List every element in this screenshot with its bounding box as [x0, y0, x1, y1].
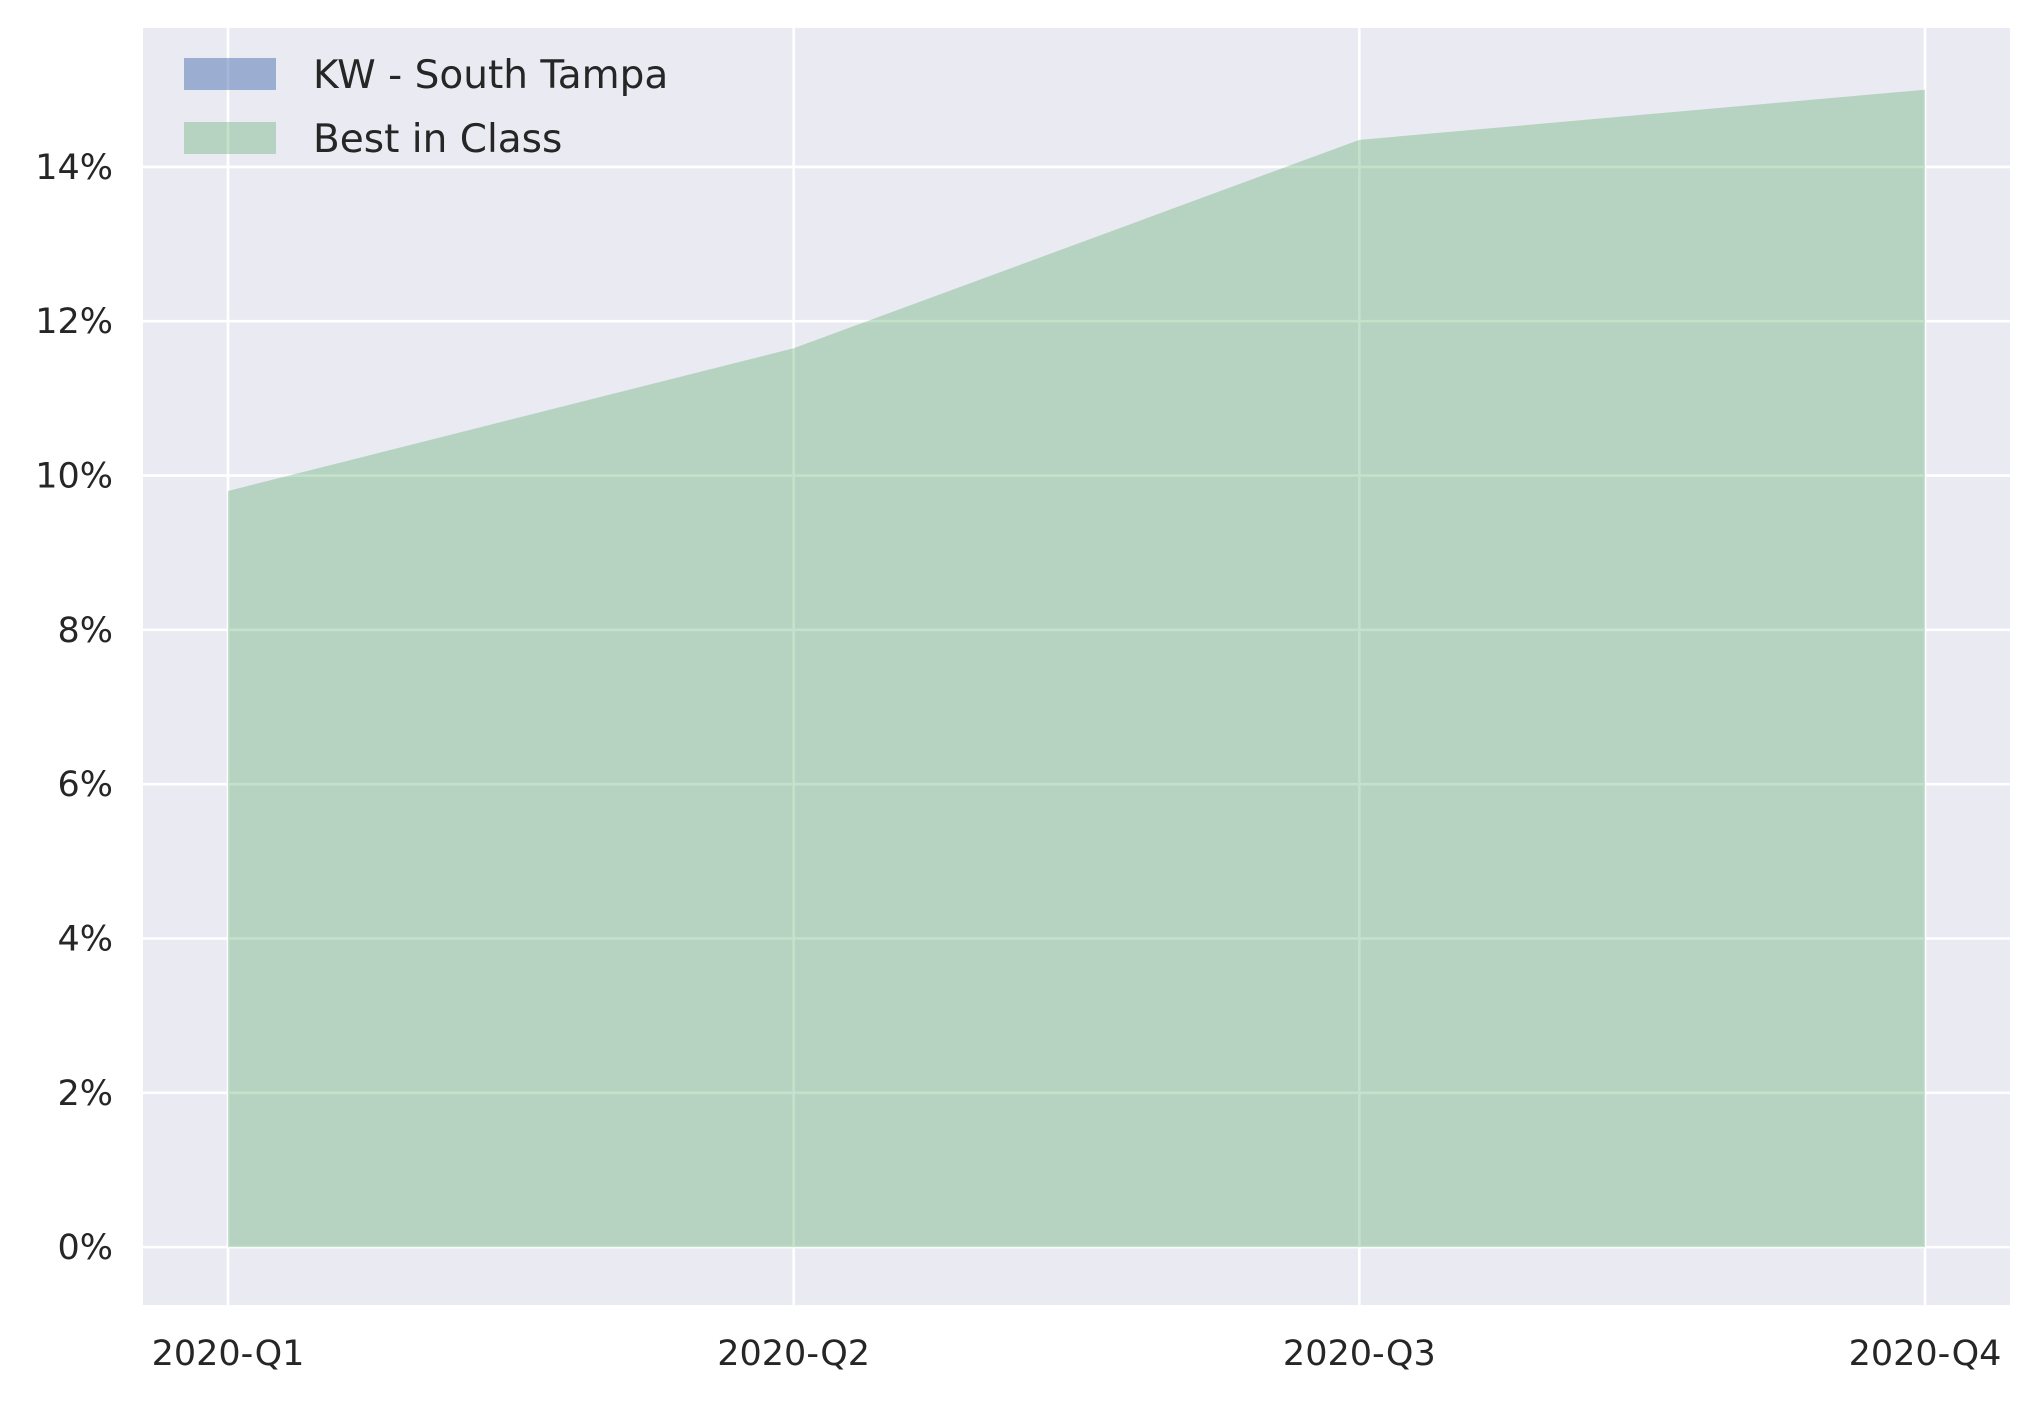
x-tick-label: 2020-Q4: [1849, 1334, 2002, 1374]
y-tick-label: 12%: [35, 302, 113, 342]
y-tick-label: 0%: [57, 1228, 113, 1268]
legend-swatch: [184, 58, 276, 90]
y-tick-label: 8%: [57, 611, 113, 651]
x-tick-label: 2020-Q1: [152, 1334, 305, 1374]
x-tick-label: 2020-Q2: [717, 1334, 870, 1374]
y-tick-label: 6%: [57, 765, 113, 805]
y-tick-label: 2%: [57, 1074, 113, 1114]
legend-label: KW - South Tampa: [313, 53, 668, 98]
legend-label: Best in Class: [313, 117, 562, 162]
y-tick-label: 14%: [35, 148, 113, 188]
y-tick-label: 4%: [57, 919, 113, 959]
legend-swatch: [184, 122, 276, 154]
x-tick-label: 2020-Q3: [1283, 1334, 1436, 1374]
y-tick-label: 10%: [35, 457, 113, 497]
x-axis-ticks: 2020-Q1 2020-Q2 2020-Q3 2020-Q4: [152, 1334, 2002, 1374]
y-axis-ticks: 0% 2% 4% 6% 8% 10% 12% 14%: [35, 148, 113, 1268]
